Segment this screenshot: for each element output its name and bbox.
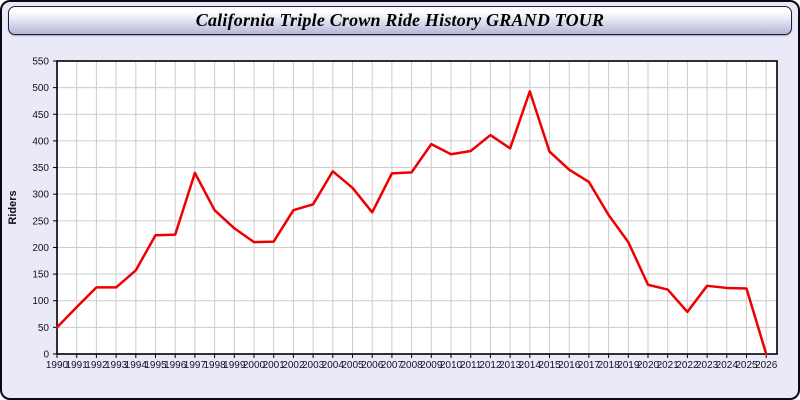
svg-text:2010: 2010 (440, 360, 463, 371)
svg-text:2004: 2004 (322, 360, 345, 371)
series-line-riders (55, 90, 768, 356)
svg-text:2018: 2018 (597, 360, 620, 371)
title-bar: California Triple Crown Ride History GRA… (8, 6, 792, 35)
x-axis-tick-labels: 1990199119921993199419951996199719981999… (46, 360, 778, 371)
svg-text:1991: 1991 (66, 360, 89, 371)
svg-text:1992: 1992 (85, 360, 108, 371)
svg-text:2022: 2022 (676, 360, 699, 371)
svg-text:2006: 2006 (361, 360, 384, 371)
svg-text:300: 300 (32, 190, 49, 201)
svg-text:1995: 1995 (144, 360, 167, 371)
svg-text:1994: 1994 (125, 360, 148, 371)
svg-text:1998: 1998 (203, 360, 226, 371)
svg-text:2016: 2016 (558, 360, 581, 371)
svg-text:2005: 2005 (341, 360, 364, 371)
svg-text:0: 0 (43, 350, 49, 361)
axis-box (56, 60, 778, 355)
svg-text:200: 200 (32, 243, 49, 254)
svg-text:2003: 2003 (302, 360, 325, 371)
svg-text:2013: 2013 (499, 360, 522, 371)
svg-text:2009: 2009 (420, 360, 443, 371)
svg-text:2002: 2002 (282, 360, 305, 371)
svg-text:2024: 2024 (716, 360, 739, 371)
svg-text:2019: 2019 (617, 360, 640, 371)
window-title: California Triple Crown Ride History GRA… (195, 10, 605, 30)
svg-text:2025: 2025 (735, 360, 758, 371)
svg-text:400: 400 (32, 136, 49, 147)
svg-text:550: 550 (32, 57, 49, 68)
svg-text:2021: 2021 (657, 360, 680, 371)
svg-text:2026: 2026 (755, 360, 778, 371)
svg-text:2011: 2011 (460, 360, 482, 371)
svg-text:2008: 2008 (400, 360, 423, 371)
svg-text:2015: 2015 (538, 360, 561, 371)
svg-text:500: 500 (32, 83, 49, 94)
svg-text:2014: 2014 (519, 360, 542, 371)
svg-text:250: 250 (32, 216, 49, 227)
y-axis-tick-labels: 0 50 100 150 200 250 300 350 400 450 500 550 (32, 57, 49, 361)
svg-text:1990: 1990 (46, 360, 69, 371)
svg-text:100: 100 (32, 296, 49, 307)
svg-text:2020: 2020 (637, 360, 660, 371)
svg-text:2001: 2001 (263, 360, 286, 371)
svg-text:2000: 2000 (243, 360, 266, 371)
svg-text:1997: 1997 (184, 360, 207, 371)
svg-text:450: 450 (32, 110, 49, 121)
svg-text:1999: 1999 (223, 360, 246, 371)
svg-text:2017: 2017 (578, 360, 601, 371)
svg-text:1996: 1996 (164, 360, 187, 371)
svg-text:150: 150 (32, 270, 49, 281)
svg-text:2023: 2023 (696, 360, 719, 371)
y-axis-title: Riders (7, 190, 19, 224)
svg-text:2012: 2012 (479, 360, 502, 371)
svg-text:50: 50 (38, 323, 50, 334)
plot-background (57, 61, 777, 354)
svg-text:350: 350 (32, 163, 49, 174)
svg-text:2007: 2007 (381, 360, 404, 371)
svg-text:1993: 1993 (105, 360, 128, 371)
gridlines (57, 61, 777, 354)
